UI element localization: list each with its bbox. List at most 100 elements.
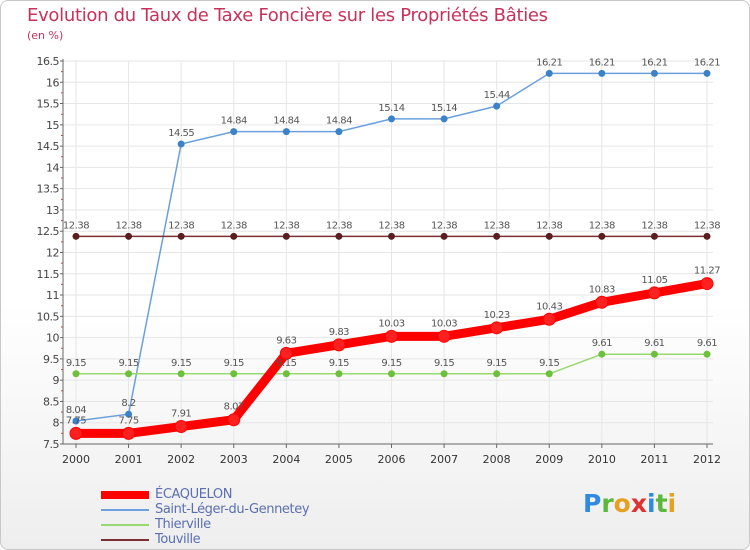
data-point — [650, 350, 658, 358]
data-label: 14.84 — [326, 116, 352, 127]
data-label: 12.38 — [221, 220, 247, 231]
legend-swatch-saint-leger — [101, 509, 149, 511]
legend-label-thierville: Thierville — [155, 517, 211, 532]
logo-letter: P — [583, 489, 602, 518]
data-label: 12.38 — [273, 220, 299, 231]
data-point — [595, 295, 609, 309]
data-point — [230, 232, 238, 240]
data-point — [647, 286, 661, 300]
data-label: 9.15 — [118, 358, 138, 369]
y-tick-label: 7.5 — [43, 438, 59, 451]
data-point — [703, 350, 711, 358]
data-point — [72, 232, 80, 240]
data-label: 9.15 — [329, 358, 349, 369]
data-label: 12.38 — [168, 220, 194, 231]
data-point — [282, 128, 290, 136]
logo-letter: r — [601, 489, 614, 518]
logo-letter: i — [667, 489, 677, 518]
data-label: 9.15 — [434, 358, 454, 369]
y-tick-label: 10 — [46, 332, 59, 345]
data-point — [177, 232, 185, 240]
legend-swatch-thierville — [101, 524, 149, 526]
data-label: 12.38 — [484, 220, 510, 231]
data-point — [122, 426, 136, 440]
x-tick-label: 2012 — [693, 453, 721, 466]
data-point — [177, 140, 185, 148]
data-label: 8.2 — [121, 398, 136, 409]
y-tick-label: 10.5 — [37, 310, 60, 323]
data-point — [545, 69, 553, 77]
data-point — [125, 370, 133, 378]
y-tick-label: 16.5 — [37, 55, 60, 68]
data-label: 9.61 — [644, 338, 664, 349]
x-tick-label: 2008 — [483, 453, 511, 466]
series-layer — [69, 69, 714, 440]
data-point — [279, 346, 293, 360]
data-point — [282, 370, 290, 378]
data-point — [493, 370, 501, 378]
data-label: 10.23 — [484, 310, 510, 321]
data-point — [335, 128, 343, 136]
grid-layer — [63, 60, 713, 445]
data-label: 9.61 — [697, 338, 717, 349]
data-point — [332, 338, 346, 352]
legend-label-ecaquelon: ÉCAQUELON — [155, 487, 233, 502]
data-label: 7.75 — [118, 415, 138, 426]
data-label: 16.21 — [694, 57, 720, 68]
data-label: 7.75 — [66, 415, 86, 426]
data-point — [72, 417, 80, 425]
x-tick-label: 2006 — [378, 453, 406, 466]
y-tick-label: 9 — [53, 374, 60, 387]
data-label: 9.83 — [329, 327, 349, 338]
data-point — [650, 69, 658, 77]
data-label: 9.15 — [224, 358, 244, 369]
data-point — [545, 232, 553, 240]
chart-title: Evolution du Taux de Taxe Foncière sur l… — [27, 5, 548, 26]
data-label: 10.03 — [431, 318, 457, 329]
data-point — [72, 370, 80, 378]
data-label: 16.21 — [589, 57, 615, 68]
axes-layer: 7.5 8 8.5 9 9.5 10 10.5 11 11.5 12 12.5 13 13.5 14 14.… — [37, 55, 722, 466]
data-label: 11.05 — [641, 275, 667, 286]
x-tick-label: 2001 — [115, 453, 143, 466]
data-point — [440, 232, 448, 240]
y-tick-label: 12.5 — [37, 225, 60, 238]
data-label: 12.38 — [63, 220, 89, 231]
data-label: 9.63 — [276, 335, 296, 346]
x-tick-label: 2007 — [430, 453, 458, 466]
data-label: 9.15 — [487, 358, 507, 369]
x-tick-label: 2009 — [535, 453, 563, 466]
data-label: 12.38 — [641, 220, 667, 231]
x-tick-label: 2002 — [167, 453, 195, 466]
data-point — [545, 370, 553, 378]
logo-letter: x — [630, 489, 647, 518]
y-tick-label: 11.5 — [37, 268, 60, 281]
data-label: 12.38 — [116, 220, 142, 231]
x-tick-label: 2004 — [272, 453, 300, 466]
data-label: 9.15 — [276, 358, 296, 369]
data-label: 16.21 — [536, 57, 562, 68]
data-point — [440, 115, 448, 123]
data-label: 9.15 — [539, 358, 559, 369]
x-tick-label: 2005 — [325, 453, 353, 466]
data-label: 12.38 — [589, 220, 615, 231]
data-point — [700, 277, 714, 291]
legend-label-saint-leger: Saint-Léger-du-Gennetey — [155, 502, 310, 517]
data-label: 9.15 — [171, 358, 191, 369]
y-tick-label: 13.5 — [37, 183, 60, 196]
data-point — [335, 232, 343, 240]
y-tick-label: 8 — [53, 417, 60, 430]
data-point — [598, 232, 606, 240]
data-label: 10.03 — [378, 318, 404, 329]
data-point — [542, 312, 556, 326]
data-point — [490, 321, 504, 335]
y-tick-label: 16 — [46, 76, 59, 89]
data-label: 12.38 — [536, 220, 562, 231]
y-tick-label: 9.5 — [43, 353, 59, 366]
data-label: 12.38 — [326, 220, 352, 231]
data-point — [388, 115, 395, 123]
data-point — [388, 232, 395, 240]
data-label: 14.55 — [168, 128, 194, 139]
